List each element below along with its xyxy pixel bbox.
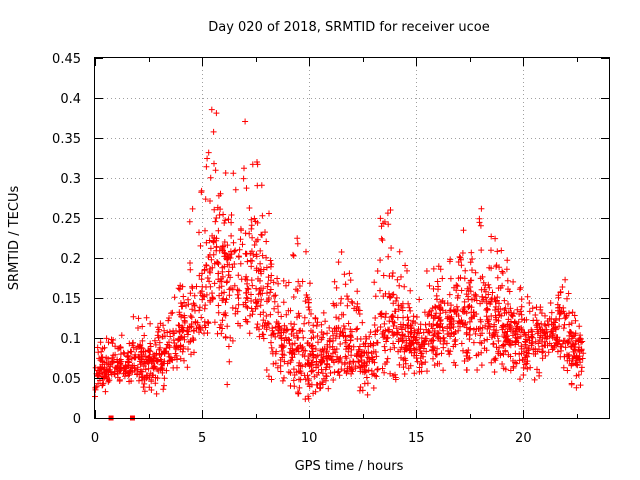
x-tick-label: 0 (91, 431, 99, 446)
y-tick-label: 0.2 (60, 252, 81, 267)
grid-lines (95, 58, 609, 418)
chart-title: Day 020 of 2018, SRMTID for receiver uco… (208, 20, 490, 35)
y-axis-label: SRMTID / TECUs (7, 186, 22, 291)
x-tick-label: 20 (515, 431, 532, 446)
y-tick-label: 0.4 (60, 92, 81, 107)
y-tick-label: 0.05 (52, 372, 81, 387)
plot-frame (94, 57, 610, 419)
x-tick-labels: 0 5 10 15 20 (91, 431, 532, 446)
y-tick-label: 0.45 (52, 52, 81, 67)
y-tick-label: 0.3 (60, 172, 81, 187)
y-tick-label: 0.25 (52, 212, 81, 227)
y-tick-label: 0.1 (60, 332, 81, 347)
data-points (92, 106, 587, 403)
y-tick-labels: 0 0.05 0.1 0.15 0.2 0.25 0.3 0.35 0.4 0.45 (52, 52, 81, 427)
x-tick-label: 15 (408, 431, 425, 446)
x-tick-label: 10 (301, 431, 318, 446)
y-tick-label: 0.35 (52, 132, 81, 147)
axis-ticks (95, 58, 609, 419)
x-axis-label: GPS time / hours (295, 459, 404, 474)
series-srmtid-markers (92, 106, 587, 403)
y-tick-label: 0 (73, 412, 81, 427)
y-tick-label: 0.15 (52, 292, 81, 307)
x-tick-label: 5 (198, 431, 206, 446)
